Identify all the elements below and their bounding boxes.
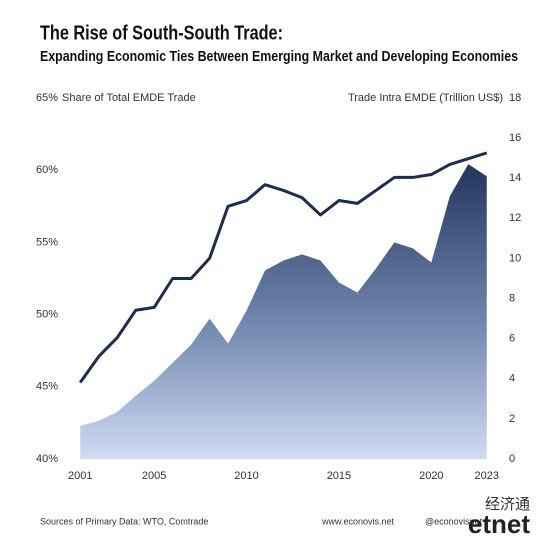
y2-tick-label: 2: [509, 413, 515, 425]
y-tick-label: 55%: [36, 236, 58, 248]
y2-tick-label: 10: [509, 252, 521, 264]
y2-tick-label: 6: [509, 333, 515, 345]
y-tick-label: 60%: [36, 164, 58, 176]
y2-tick-label: 4: [509, 373, 515, 385]
x-tick-label: 2001: [68, 470, 92, 482]
y2-tick-label: 14: [509, 172, 521, 184]
x-tick-label: 2023: [475, 470, 499, 482]
y2-axis-title: Trade Intra EMDE (Trillion US$): [348, 92, 503, 104]
y2-tick-label: 8: [509, 292, 515, 304]
y-axis-title: Share of Total EMDE Trade: [62, 92, 196, 104]
chart-title: The Rise of South-South Trade:: [40, 22, 283, 44]
line: [79, 151, 488, 384]
chart-subtitle: Expanding Economic Ties Between Emerging…: [40, 48, 518, 65]
logo-en: etnet: [468, 509, 530, 539]
y2-tick-label: 0: [509, 453, 515, 465]
source-note: Sources of Primary Data: WTO, Comtrade: [40, 516, 208, 526]
website: www.econovis.net: [321, 516, 395, 526]
area: [80, 164, 487, 459]
y2-tick-label: 18: [509, 92, 521, 104]
y-tick-label: 45%: [36, 381, 58, 393]
y2-tick-label: 12: [509, 212, 521, 224]
y2-tick-label: 16: [509, 132, 521, 144]
social-handle: @econovisnet: [425, 516, 483, 526]
x-tick-label: 2010: [234, 470, 258, 482]
y-tick-label: 50%: [36, 309, 58, 321]
y-tick-label: 65%: [36, 92, 58, 104]
logo-cn: 经济通: [485, 496, 530, 513]
x-tick-label: 2005: [142, 470, 166, 482]
x-tick-label: 2015: [327, 470, 351, 482]
y-tick-label: 40%: [36, 453, 58, 465]
x-tick-label: 2020: [419, 470, 443, 482]
